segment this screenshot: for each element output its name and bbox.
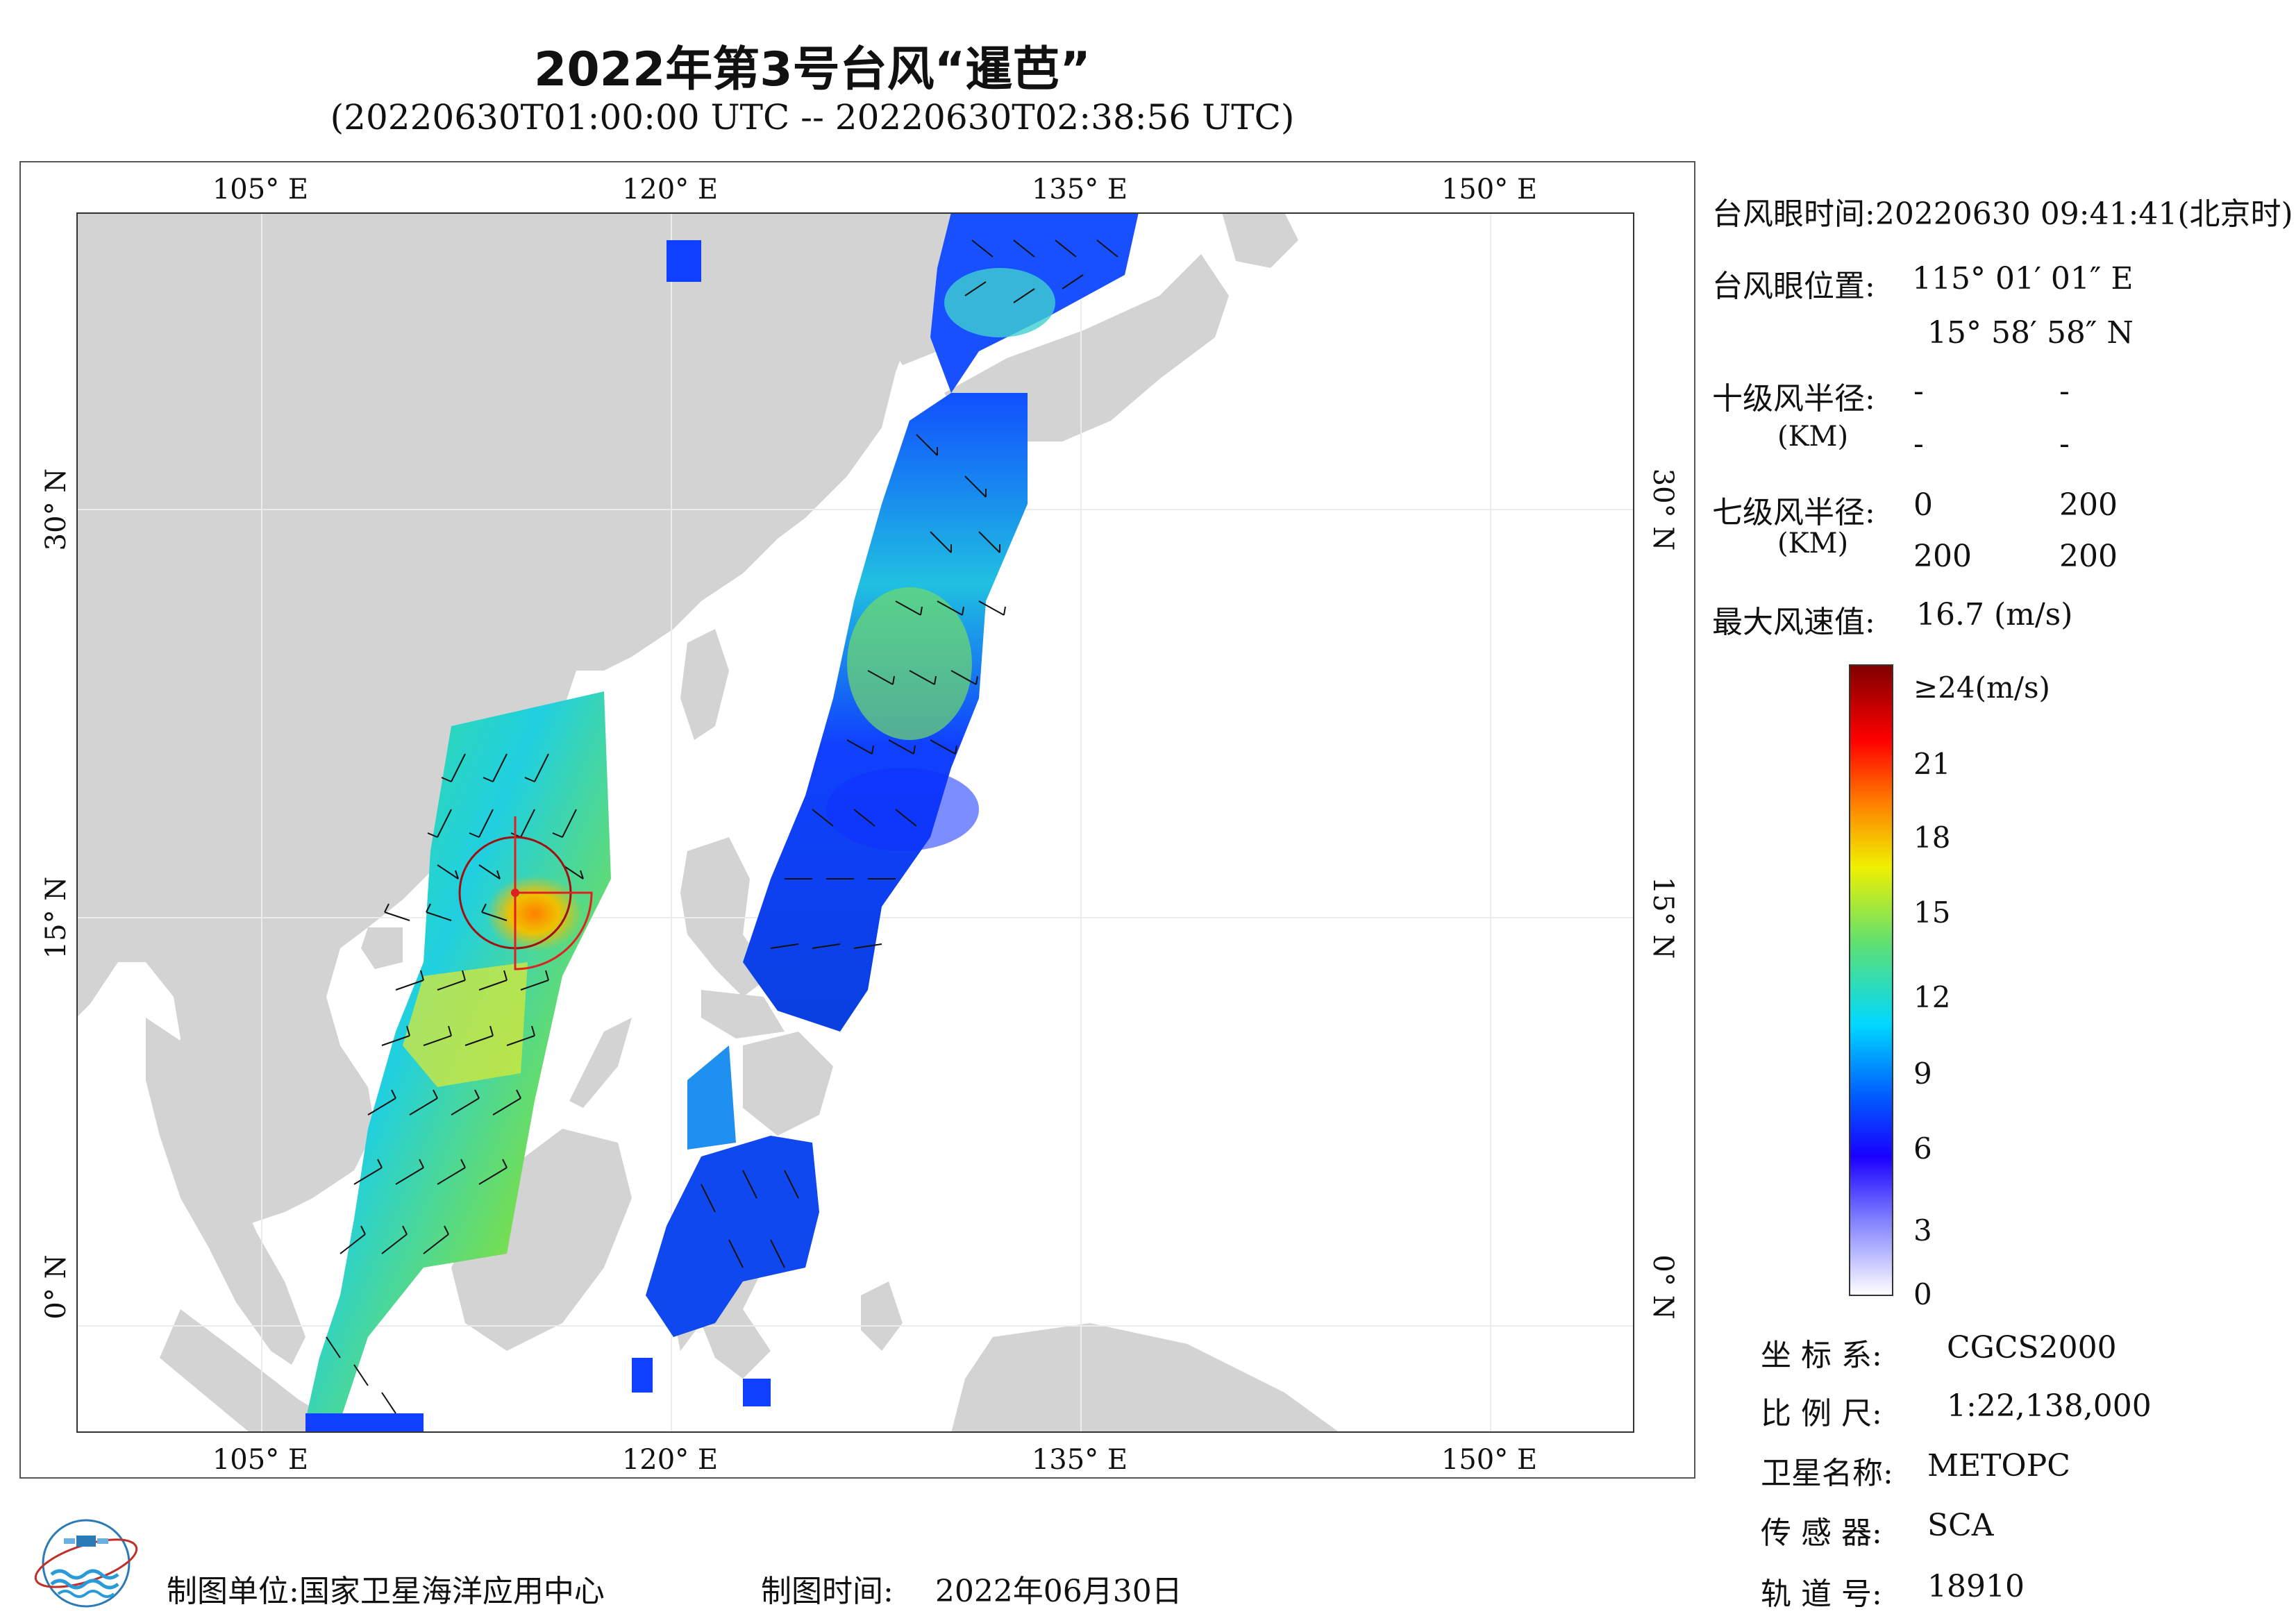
r7-value-sw: 200 xyxy=(1913,539,1972,574)
land-mindanao xyxy=(743,1032,833,1136)
land-malay-peninsula xyxy=(146,1018,305,1365)
colorbar-label-24: ≥24(m/s) xyxy=(1913,671,2050,705)
nsoas-logo xyxy=(34,1519,138,1608)
r7-value-se: 200 xyxy=(2059,487,2118,523)
lon-label-bottom-120: 120° E xyxy=(621,1444,719,1476)
lat-label-right-0: 0° N xyxy=(1647,1254,1679,1320)
wind-map xyxy=(76,212,1634,1433)
land-japan-hokkaido xyxy=(1222,212,1298,268)
land-taiwan xyxy=(680,629,729,740)
footer-unit-value: 国家卫星海洋应用中心 xyxy=(299,1574,605,1609)
wind-patches xyxy=(632,240,771,1406)
colorbar-label-12: 12 xyxy=(1913,980,1951,1014)
max-wind-value: 16.7 (m/s) xyxy=(1916,597,2073,632)
colorbar-label-3: 3 xyxy=(1913,1213,1932,1247)
colorbar-label-21: 21 xyxy=(1913,747,1951,781)
r10-value-nw: - xyxy=(2059,426,2070,462)
wind-barbs xyxy=(326,239,1118,1414)
lat-label-right-30: 30° N xyxy=(1647,468,1679,551)
land-borneo xyxy=(451,1129,632,1351)
lon-label-bottom-150: 150° E xyxy=(1441,1444,1538,1476)
eye-position-lon: 115° 01′ 01″ E xyxy=(1912,261,2134,296)
colorbar-label-15: 15 xyxy=(1913,895,1951,930)
scale-label: 比 例 尺: xyxy=(1761,1396,1882,1431)
lat-label-left-0: 0° N xyxy=(40,1254,72,1320)
footer-unit-label: 制图单位: xyxy=(167,1574,299,1609)
map-title: 2022年第3号台风“暹芭” xyxy=(534,42,1091,97)
coord-value: CGCS2000 xyxy=(1947,1330,2117,1365)
footer-time-value: 2022年06月30日 xyxy=(935,1574,1182,1609)
max-wind-label: 最大风速值: xyxy=(1712,605,1875,640)
wind-swath-south xyxy=(646,1045,819,1337)
map-border xyxy=(76,212,1634,1433)
satellite-label: 卫星名称: xyxy=(1761,1456,1893,1491)
r10-value-ne: - xyxy=(1913,373,1924,409)
r10-label: 十级风半径: xyxy=(1712,381,1875,417)
sensor-label: 传 感 器: xyxy=(1761,1515,1882,1551)
r10-value-sw: - xyxy=(1913,426,1924,462)
r10-unit: (KM) xyxy=(1777,421,1849,453)
eye-time-value: 20220630 09:41:41(北京时) xyxy=(1875,196,2293,232)
orbit-value: 18910 xyxy=(1927,1569,2025,1604)
eye-time: 台风眼时间:20220630 09:41:41(北京时) xyxy=(1712,189,2293,233)
wind-swath-east xyxy=(743,393,1028,1032)
land-palawan xyxy=(569,1018,632,1108)
typhoon-marker xyxy=(458,816,593,970)
eye-position-label: 台风眼位置: xyxy=(1712,269,1875,304)
lon-label-bottom-135: 135° E xyxy=(1031,1444,1128,1476)
map-subtitle: (20220630T01:00:00 UTC -- 20220630T02:38… xyxy=(330,97,1295,137)
lon-label-top-150: 150° E xyxy=(1441,174,1538,205)
r7-unit: (KM) xyxy=(1777,528,1849,560)
sensor-value: SCA xyxy=(1927,1508,1994,1543)
footer-time: 制图时间: 2022年06月30日 xyxy=(761,1566,1182,1611)
r7-label: 七级风半径: xyxy=(1712,495,1875,530)
land-visayas xyxy=(701,990,785,1038)
orbit-label: 轨 道 号: xyxy=(1761,1576,1882,1612)
land-sumatra xyxy=(160,1309,354,1433)
satellite-value: METOPC xyxy=(1927,1448,2070,1483)
lon-label-top-105: 105° E xyxy=(212,174,309,205)
colorbar-label-9: 9 xyxy=(1913,1057,1932,1091)
land-hainan xyxy=(361,927,403,969)
typhoon-eye-marker xyxy=(511,889,519,897)
colorbar-label-0: 0 xyxy=(1913,1277,1932,1311)
lat-label-right-15: 15° N xyxy=(1647,876,1679,959)
map-frame xyxy=(19,161,1695,1479)
wind-swath-west xyxy=(305,691,611,1433)
eye-position-lat: 15° 58′ 58″ N xyxy=(1927,315,2134,351)
colorbar-label-6: 6 xyxy=(1913,1132,1932,1166)
coord-label: 坐 标 系: xyxy=(1761,1338,1882,1373)
wind-swath-north xyxy=(930,212,1139,393)
land-new-guinea xyxy=(951,1323,1340,1433)
wind-speed-colorbar xyxy=(1849,664,1893,1296)
colorbar-label-18: 18 xyxy=(1913,821,1951,855)
footer-time-label: 制图时间: xyxy=(761,1574,894,1609)
r7-value-nw: 200 xyxy=(2059,539,2118,574)
lat-label-left-15: 15° N xyxy=(40,876,72,959)
land-halmahera xyxy=(861,1281,903,1351)
footer-unit: 制图单位:国家卫星海洋应用中心 xyxy=(167,1566,605,1611)
r10-value-se: - xyxy=(2059,373,2070,409)
lon-label-top-120: 120° E xyxy=(621,174,719,205)
lat-label-left-30: 30° N xyxy=(40,468,72,551)
lon-label-top-135: 135° E xyxy=(1031,174,1128,205)
r7-value-ne: 0 xyxy=(1913,487,1933,523)
lon-label-bottom-105: 105° E xyxy=(212,1444,309,1476)
eye-time-label: 台风眼时间: xyxy=(1712,196,1875,232)
scale-value: 1:22,138,000 xyxy=(1947,1388,2152,1424)
